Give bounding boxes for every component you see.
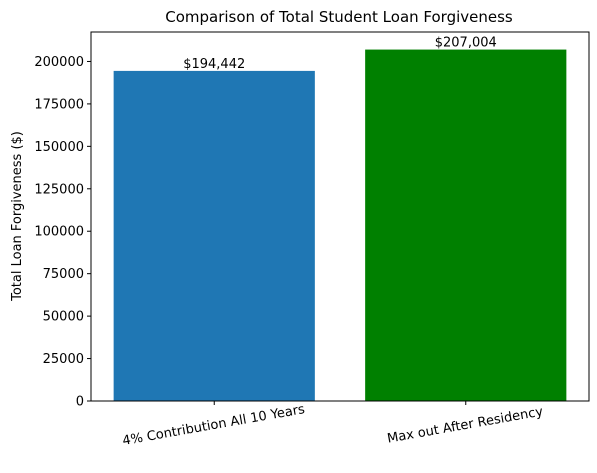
bar-1 — [365, 49, 567, 401]
bar-value-label-1: $207,004 — [435, 36, 497, 51]
plot-area: $194,442 $207,004 0 25000 50000 75000 100000 12… — [34, 31, 590, 449]
y-tick-label-8: 200000 — [34, 55, 84, 70]
y-tick-label-2: 50000 — [43, 310, 84, 325]
y-tick-label-7: 175000 — [34, 97, 84, 112]
y-tick-label-3: 75000 — [43, 267, 84, 282]
x-tick-label-0: 4% Contribution All 10 Years — [121, 402, 306, 449]
axes-frame — [90, 31, 590, 402]
y-tick-label-1: 25000 — [43, 352, 84, 367]
y-tick-label-6: 150000 — [34, 140, 84, 155]
bar-value-label-0: $194,442 — [183, 57, 245, 72]
chart-title: Comparison of Total Student Loan Forgive… — [165, 8, 513, 26]
bar-0 — [113, 70, 315, 401]
y-tick-label-5: 125000 — [34, 182, 84, 197]
y-tick-label-0: 0 — [76, 395, 84, 410]
x-tick-label-1: Max out After Residency — [386, 404, 544, 446]
y-tick-label-4: 100000 — [34, 225, 84, 240]
y-axis-label: Total Loan Forgiveness ($) — [10, 131, 25, 302]
